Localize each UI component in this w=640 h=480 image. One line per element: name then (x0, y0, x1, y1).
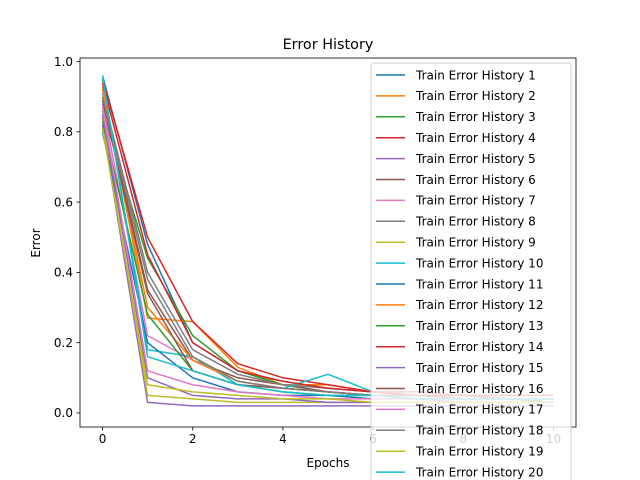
legend-label: Train Error History 6 (415, 173, 536, 187)
legend-label: Train Error History 4 (415, 131, 536, 145)
legend-label: Train Error History 1 (415, 68, 536, 82)
legend-label: Train Error History 19 (415, 445, 543, 459)
y-axis: 0.0 0.2 0.4 0.6 0.8 1.0 (54, 55, 80, 420)
axes-frame (79, 57, 577, 428)
legend-label: Train Error History 16 (415, 382, 543, 396)
legend-box (370, 62, 572, 480)
y-tick-label: 0.4 (54, 266, 73, 280)
y-tick-label: 0.2 (54, 336, 73, 350)
legend-label: Train Error History 10 (415, 256, 543, 270)
legend-label: Train Error History 12 (415, 298, 543, 312)
legend-label: Train Error History 9 (415, 236, 536, 250)
legend-label: Train Error History 13 (415, 319, 543, 333)
chart-title: Error History (283, 37, 374, 53)
legend-label: Train Error History 18 (415, 424, 543, 438)
legend-label: Train Error History 15 (415, 361, 543, 375)
x-axis-label: Epochs (307, 456, 350, 470)
y-tick-label: 1.0 (54, 55, 73, 69)
y-axis-label: Error (29, 228, 43, 257)
legend-label: Train Error History 20 (415, 465, 543, 479)
legend-label: Train Error History 5 (415, 152, 536, 166)
x-tick-label: 4 (279, 432, 287, 446)
legend-label: Train Error History 8 (415, 215, 536, 229)
legend-label: Train Error History 7 (415, 194, 536, 208)
legend-label: Train Error History 11 (415, 277, 543, 291)
legend-label: Train Error History 3 (415, 110, 536, 124)
y-tick-label: 0.8 (54, 125, 73, 139)
x-tick-label: 2 (189, 432, 197, 446)
y-tick-label: 0.0 (54, 406, 73, 420)
y-tick-label: 0.6 (54, 195, 73, 209)
legend: Train Error History 1 Train Error History… (370, 62, 572, 480)
x-tick-label: 0 (99, 432, 107, 446)
legend-label: Train Error History 14 (415, 340, 543, 354)
legend-label: Train Error History 17 (415, 403, 543, 417)
legend-label: Train Error History 2 (415, 89, 536, 103)
